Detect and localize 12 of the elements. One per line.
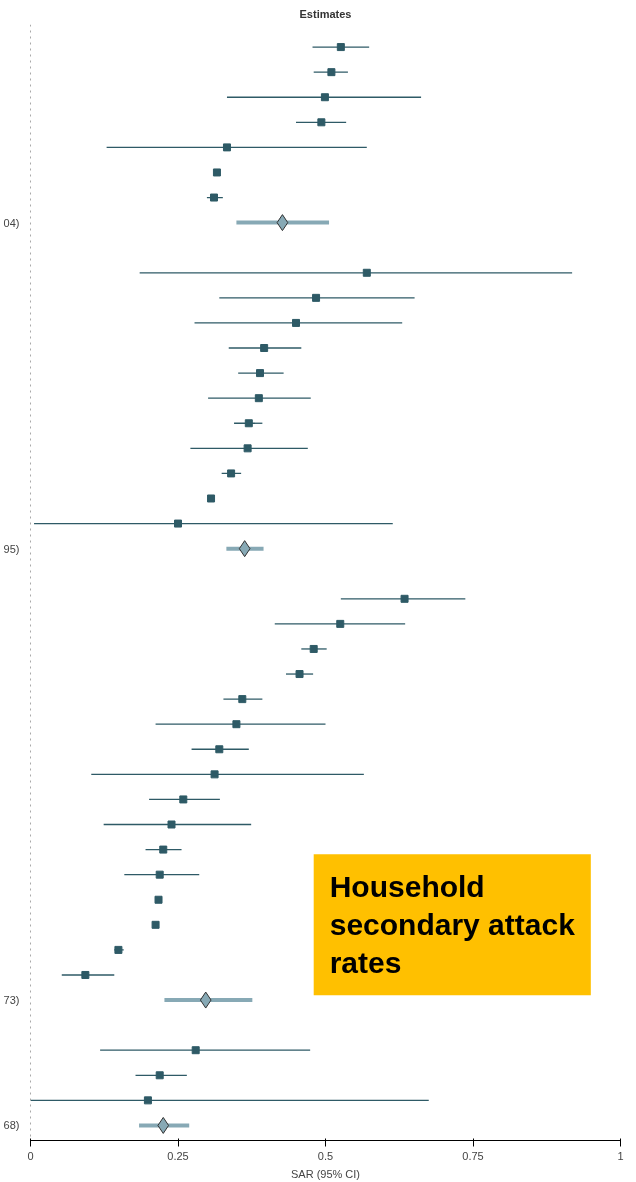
x-tick-label: 1: [617, 1149, 624, 1162]
y-tick-label: 73): [3, 994, 20, 1007]
x-tick-label: 0: [27, 1149, 34, 1162]
annotation: Household secondary attack rates: [329, 870, 576, 980]
chart-title: Estimates: [299, 7, 352, 20]
x-tick-label: 0.5: [317, 1149, 334, 1162]
y-tick-label: 95): [3, 542, 20, 555]
x-tick-label: 0.25: [167, 1149, 189, 1162]
y-tick-label: 68): [3, 1119, 20, 1132]
y-tick-label: 04): [3, 216, 20, 229]
x-axis-title: SAR (95% CI): [290, 1167, 361, 1180]
x-tick-label: 0.75: [462, 1149, 484, 1162]
